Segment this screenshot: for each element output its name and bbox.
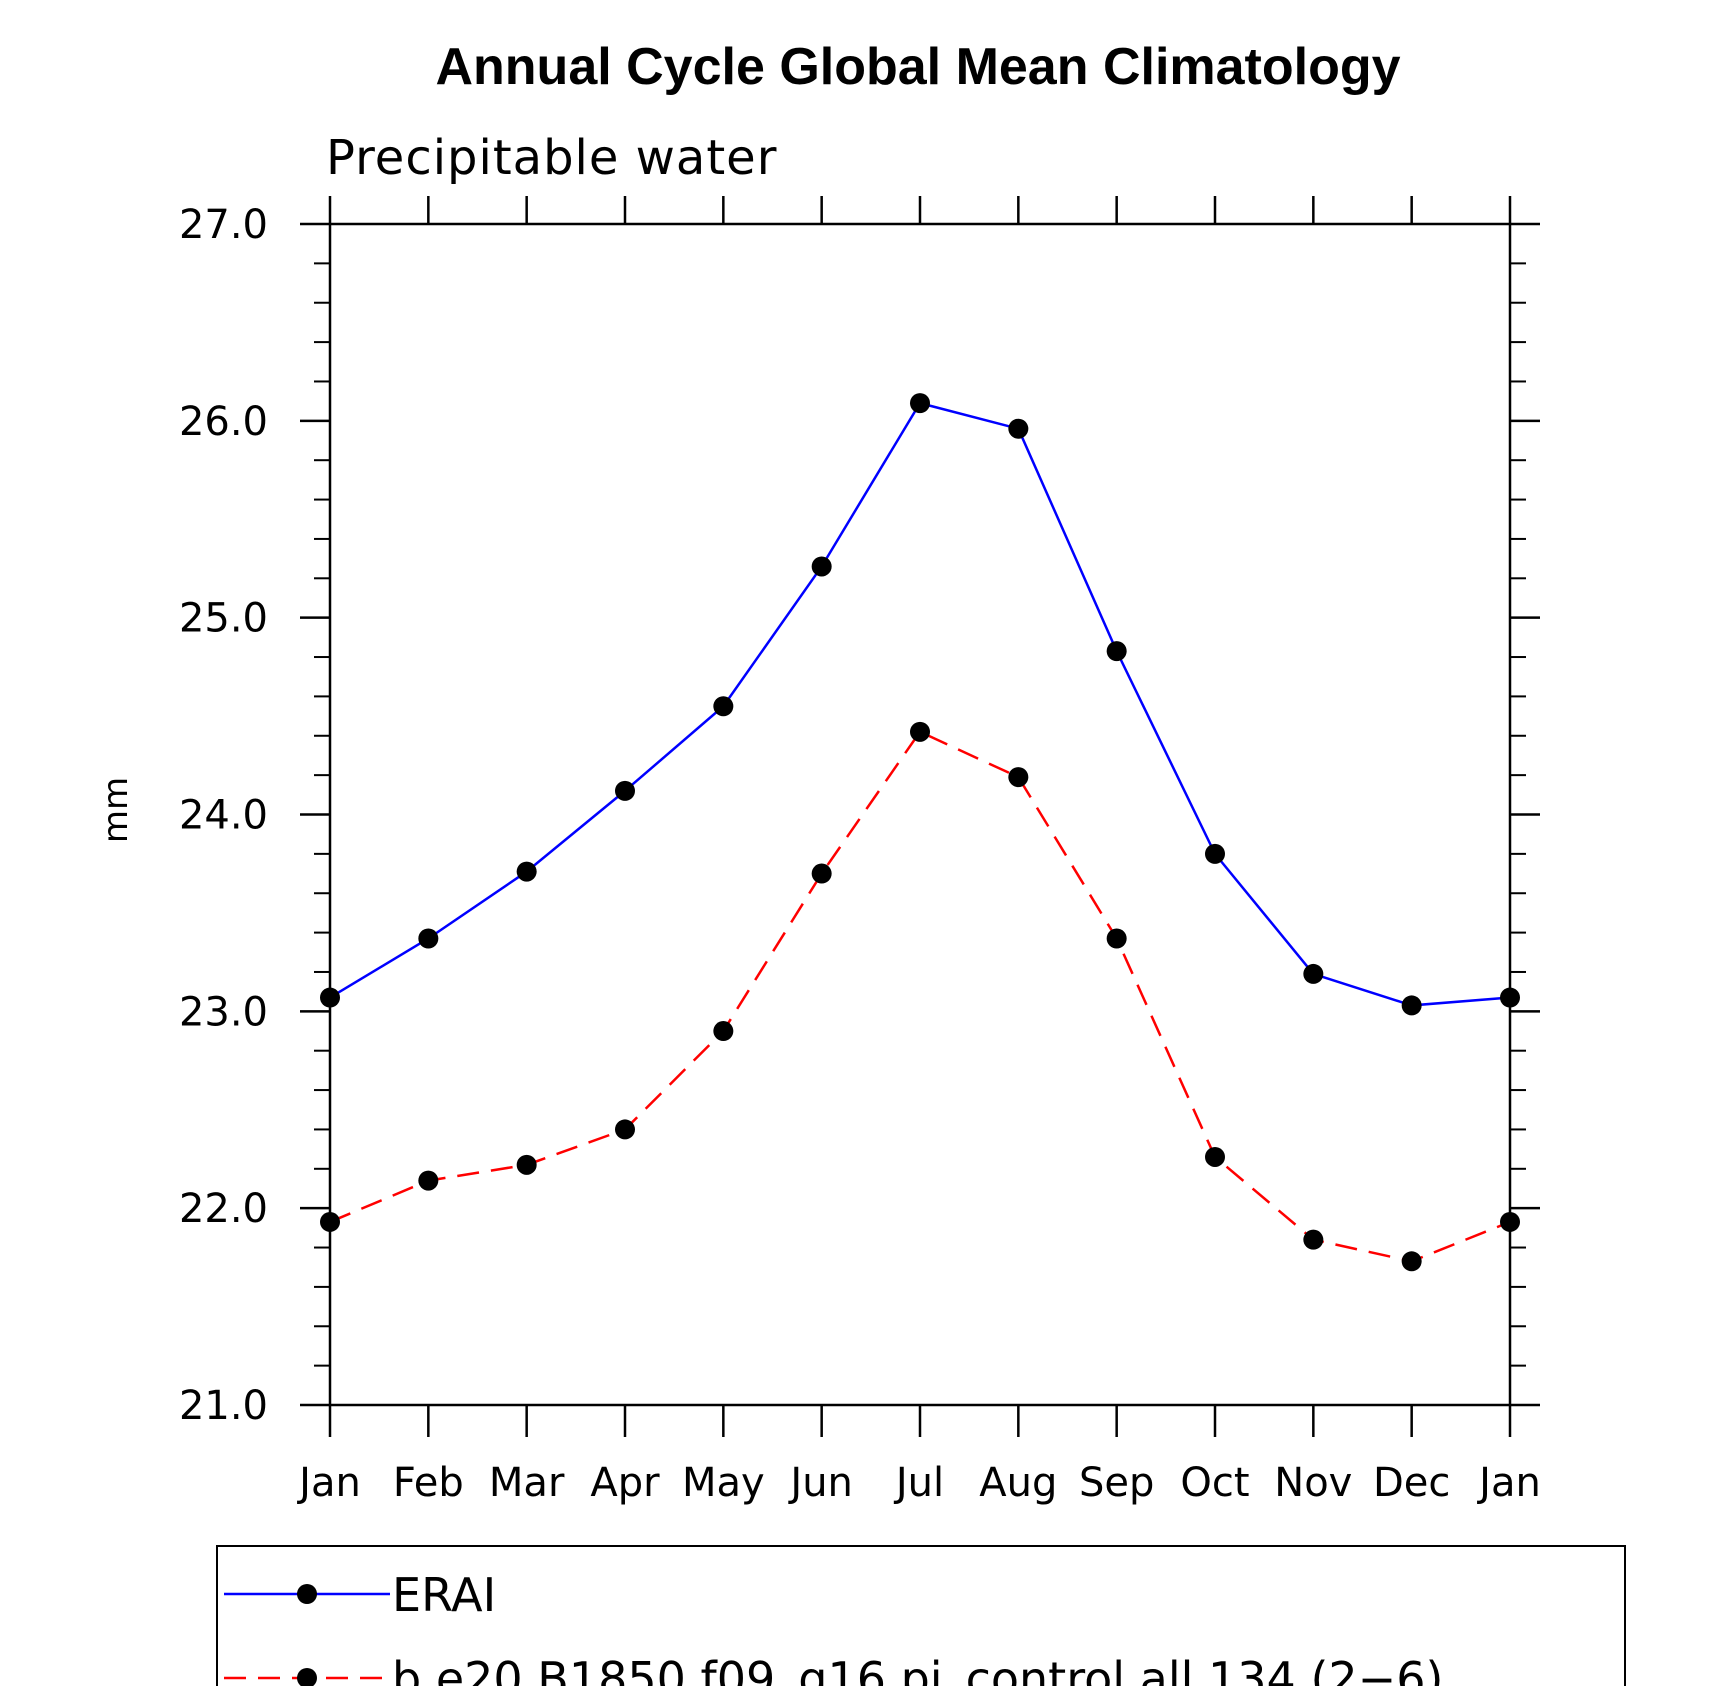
- data-point: [418, 928, 439, 949]
- series-line: [329, 730, 1511, 1263]
- legend-marker-2: [297, 1668, 317, 1686]
- data-point: [1500, 1211, 1520, 1232]
- series-2: [320, 721, 1520, 1272]
- x-tick-label: Jul: [893, 1460, 944, 1506]
- x-tick-label: May: [682, 1460, 765, 1506]
- data-point: [1303, 1229, 1324, 1250]
- legend-label-2: b.e20.B1850.f09_g16.pi_control.all.134 (…: [392, 1652, 1443, 1686]
- legend-label-1: ERAI: [392, 1568, 496, 1622]
- data-point: [1401, 995, 1422, 1016]
- data-point: [418, 1170, 439, 1191]
- data-point: [811, 556, 832, 577]
- y-tick-label: 27.0: [179, 202, 268, 248]
- data-point: [1008, 418, 1029, 439]
- data-point: [516, 861, 537, 882]
- series-line: [329, 401, 1511, 1007]
- series-layer: [320, 393, 1520, 1272]
- y-tick-label: 22.0: [179, 1186, 268, 1232]
- x-tick-label: Dec: [1373, 1460, 1450, 1506]
- y-tick-label: 26.0: [179, 399, 268, 445]
- data-point: [1106, 641, 1127, 662]
- data-point: [615, 1119, 635, 1140]
- y-axis-label: mm: [96, 777, 136, 843]
- data-point: [320, 987, 340, 1008]
- data-point: [1401, 1251, 1422, 1272]
- x-tick-label: Sep: [1079, 1460, 1154, 1506]
- x-tick-label: Aug: [979, 1460, 1057, 1506]
- data-point: [1205, 1146, 1225, 1167]
- data-point: [713, 1021, 734, 1042]
- data-point: [910, 393, 930, 414]
- x-tick-label: Feb: [393, 1460, 464, 1506]
- x-tick-label: Jun: [787, 1460, 853, 1506]
- legend-marker-1: [297, 1584, 317, 1604]
- data-point: [516, 1154, 537, 1175]
- x-tick-label: Apr: [590, 1460, 660, 1506]
- data-point: [615, 780, 635, 801]
- x-tick-label: Jan: [296, 1460, 361, 1506]
- x-tick-label: Mar: [489, 1460, 565, 1506]
- data-point: [1106, 928, 1127, 949]
- legend: ERAI b.e20.B1850.f09_g16.pi_control.all.1…: [216, 1545, 1626, 1686]
- x-tick-label: Nov: [1274, 1460, 1352, 1506]
- y-tick-label: 24.0: [179, 793, 268, 839]
- data-point: [910, 721, 930, 742]
- data-point: [1008, 767, 1029, 788]
- chart-title: Annual Cycle Global Mean Climatology: [435, 38, 1400, 96]
- y-tick-label: 25.0: [179, 596, 268, 642]
- x-tick-label: Oct: [1180, 1460, 1249, 1506]
- series-1: [320, 393, 1520, 1016]
- data-point: [811, 863, 832, 884]
- x-tick-label: Jan: [1476, 1460, 1541, 1506]
- data-point: [1303, 963, 1324, 984]
- axis-frame: 21.0 22.0 23.0 24.0 25.0 26.0 27.0 Jan Feb Mar Apr…: [179, 196, 1541, 1506]
- legend-box: [216, 1545, 1626, 1686]
- data-point: [320, 1211, 340, 1232]
- chart-subtitle: Precipitable water: [326, 130, 777, 186]
- y-tick-label: 21.0: [179, 1383, 268, 1429]
- data-point: [1500, 987, 1520, 1008]
- y-tick-label: 23.0: [179, 989, 268, 1035]
- data-point: [1205, 843, 1225, 864]
- data-point: [713, 696, 734, 717]
